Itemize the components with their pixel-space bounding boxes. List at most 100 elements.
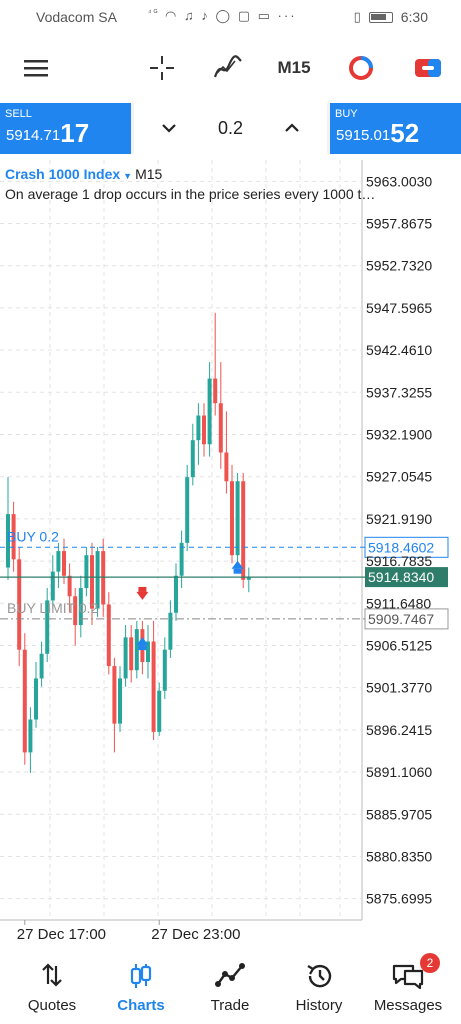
candle-body [73, 596, 78, 626]
symbol-description: On average 1 drop occurs in the price se… [5, 186, 377, 202]
price-tick-label: 5963.0030 [366, 173, 432, 189]
symbol-name[interactable]: Crash 1000 Index [5, 166, 121, 182]
price-tick-label: 5880.8350 [366, 848, 432, 864]
buy-position-label: BUY 0.2 [7, 528, 59, 544]
price-tick-label: 5906.5125 [366, 637, 432, 653]
price-tick-label: 5947.5965 [366, 300, 432, 316]
status-bar: Vodacom SA ⁴ᴳ ◠ ♫ ♪ ◯ ▢ ▭ ··· ▯ 6:30 [0, 0, 461, 34]
current-price-box [365, 567, 448, 588]
sell-deal-arrow-stem [138, 586, 147, 592]
music-icon: ♫ [184, 8, 196, 23]
candle-body [168, 612, 173, 650]
price-tick-label: 5885.9705 [366, 806, 432, 822]
buy-button[interactable]: BUY 5915.0152 [330, 103, 461, 154]
sell-price-main: 5914.71 [6, 127, 61, 144]
price-tick-label: 5937.3255 [366, 384, 432, 400]
candle-body [190, 440, 195, 478]
sell-button[interactable]: SELL 5914.7117 [0, 103, 131, 154]
mail-icon: ▭ [257, 8, 272, 23]
sell-price: 5914.7117 [6, 120, 89, 146]
candle-body [185, 477, 190, 543]
objects-button[interactable] [337, 40, 385, 96]
candles [6, 312, 251, 773]
price-axis: 5963.0030 5957.8675 5952.7320 5947.5965 5942… [366, 173, 432, 906]
candle-body [129, 637, 134, 671]
price-tick-label: 5911.6480 [366, 595, 431, 611]
volume-value[interactable]: 0.2 [217, 118, 244, 138]
instagram-icon: ▢ [237, 8, 252, 23]
candle-body [50, 571, 55, 601]
quotes-icon [42, 963, 62, 987]
chart-grid [0, 160, 363, 921]
nav-messages[interactable]: 2 Messages [362, 950, 454, 1024]
candle-body [162, 649, 167, 691]
candle-body [118, 678, 122, 724]
time-tick-label: 27 Dec 17:00 [17, 926, 106, 943]
sell-label: SELL [5, 108, 32, 120]
price-tick-label: 5927.0545 [366, 469, 432, 485]
time-axis: 27 Dec 17:00 27 Dec 23:00 [17, 920, 240, 943]
buy-position-price: 5918.4602 [368, 539, 434, 555]
buy-label: BUY [335, 108, 358, 120]
crosshair-button[interactable] [138, 40, 186, 96]
buy-limit-label: BUY LIMIT 0.2 [7, 600, 99, 616]
nav-trade[interactable]: Trade [184, 950, 276, 1024]
candle-body [207, 378, 212, 445]
menu-button[interactable] [12, 40, 60, 96]
timeframe-button[interactable]: M15 [277, 58, 311, 77]
candle-body [157, 690, 162, 732]
buy-position-price-box [364, 536, 449, 558]
candle-body [246, 577, 251, 580]
candle-body [230, 481, 234, 556]
price-tick-label: 5891.1060 [366, 764, 432, 780]
candle-body [123, 637, 128, 679]
candle-body [34, 678, 38, 720]
candle-body [224, 452, 229, 482]
chart-title[interactable]: Crash 1000 Index ▼ M15 [5, 166, 162, 182]
indicators-button[interactable] [204, 40, 252, 96]
sell-deal-arrow [136, 591, 149, 600]
price-tick-label: 5916.7835 [366, 553, 432, 569]
wifi-icon: ◠ [165, 8, 179, 23]
candle-body [106, 604, 111, 667]
time-tick-label: 27 Dec 23:00 [151, 926, 240, 943]
candle-body [134, 629, 139, 671]
candle-body [95, 551, 100, 609]
symbol-dropdown-icon[interactable]: ▼ [123, 171, 133, 181]
notification-icons: ⁴ᴳ ◠ ♫ ♪ ◯ ▢ ▭ ··· [148, 8, 297, 24]
trade-icon [215, 963, 245, 987]
buy-deal-arrow [136, 637, 149, 646]
nav-charts[interactable]: Charts [95, 950, 187, 1024]
candle-body [179, 542, 184, 576]
charts-icon [130, 964, 152, 988]
messages-badge: 2 [420, 953, 440, 973]
nav-quotes-label: Quotes [27, 997, 77, 1014]
battery-icon [368, 11, 393, 23]
signal-4g-icon: ⁴ᴳ [148, 8, 160, 17]
volume-increase-icon[interactable] [281, 117, 303, 139]
price-chart[interactable]: BUY 0.2 5918.4602 BUY LIMIT 0.2 5909.7467 59… [0, 160, 461, 950]
volume-decrease-icon[interactable] [158, 117, 180, 139]
candle-body [22, 649, 27, 753]
whatsapp-icon: ◯ [215, 8, 233, 23]
trade-toggle-button[interactable] [404, 40, 452, 96]
nav-quotes[interactable]: Quotes [6, 950, 98, 1024]
price-tick-label: 5901.3770 [366, 680, 432, 696]
candle-body [56, 551, 61, 572]
nav-messages-label: Messages [373, 997, 443, 1014]
candle-body [112, 666, 117, 724]
chart-toolbar: M15 [0, 40, 461, 96]
crosshair-icon [150, 56, 174, 80]
bottom-navigation: Quotes Charts Trade [0, 950, 461, 1024]
buy-deal-arrow [231, 560, 244, 569]
candle-body [90, 555, 94, 609]
candle-body [213, 378, 218, 404]
candle-body [39, 653, 44, 679]
price-tick-label: 5875.6995 [366, 891, 432, 907]
candle-body [151, 641, 156, 732]
status-right: ▯ 6:30 [354, 9, 428, 25]
nav-history[interactable]: History [273, 950, 365, 1024]
